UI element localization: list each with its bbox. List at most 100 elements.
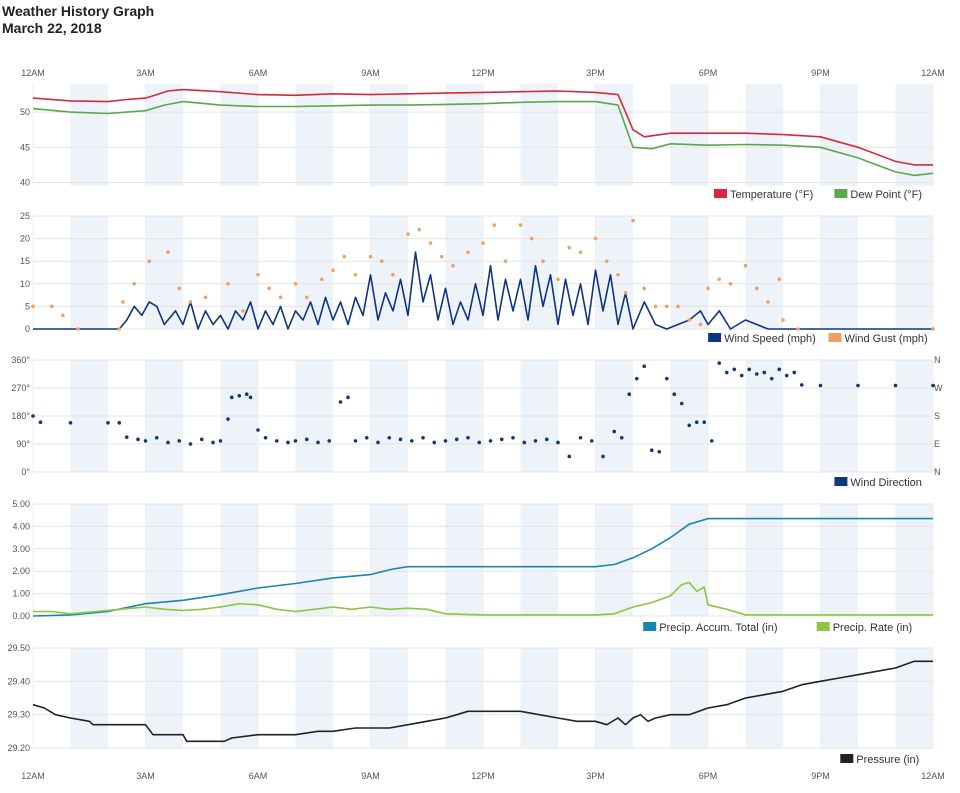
wind-direction-point: [702, 420, 707, 425]
hour-band: [820, 648, 858, 748]
y-tick-label: 29.20: [7, 743, 30, 753]
hour-band: [745, 648, 783, 748]
hour-band: [895, 216, 933, 329]
hour-band: [220, 84, 258, 186]
wind-direction-point: [409, 439, 414, 443]
wind-gust-mph-point: [796, 327, 800, 331]
y-tick-label: 4.00: [12, 521, 30, 531]
y-tick-label: 45: [20, 142, 30, 152]
hour-band: [895, 648, 933, 748]
hour-band: [370, 504, 408, 616]
legend-label: Temperature (°F): [730, 189, 813, 201]
wind-gust-mph-point: [278, 295, 283, 300]
wind-gust-mph-point: [766, 300, 770, 304]
y-right-tick-label: W: [934, 383, 943, 393]
wind-gust-mph-point: [698, 322, 703, 327]
wind-gust-mph-point: [428, 241, 433, 245]
wind-gust-mph-point: [241, 309, 245, 313]
wind-direction-point: [274, 439, 279, 443]
wind-direction-point: [747, 367, 752, 372]
y-tick-label: 5: [25, 301, 30, 311]
hour-band: [145, 84, 183, 186]
hour-band: [145, 216, 183, 329]
wind-gust-mph-point: [717, 277, 722, 282]
wind-direction-point: [762, 370, 767, 375]
wind-gust-mph-point: [623, 291, 628, 295]
wind-gust-mph-point: [466, 250, 470, 254]
legend-label: Precip. Accum. Total (in): [659, 622, 777, 634]
hour-band: [70, 84, 108, 186]
y-tick-label: 1.00: [12, 589, 30, 599]
legend-swatch: [834, 477, 848, 486]
wind-gust-mph-point: [556, 277, 560, 282]
wind-direction-point: [124, 435, 129, 439]
hour-band: [445, 84, 483, 186]
wind-direction-point: [511, 435, 515, 440]
y-tick-label: 29.30: [7, 710, 30, 720]
wind-direction-point: [364, 435, 369, 440]
x-tick-label-top: 6AM: [249, 68, 268, 78]
wind-gust-mph-point: [293, 282, 298, 286]
wind-direction-point: [211, 440, 215, 445]
x-tick-label-top: 9PM: [811, 68, 830, 78]
hour-band: [70, 216, 108, 329]
wind-gust-mph-point: [593, 236, 598, 241]
hour-band: [445, 504, 483, 616]
wind-direction-point: [724, 370, 729, 375]
wind-direction-point: [792, 370, 797, 375]
wind-gust-mph-point: [319, 277, 324, 282]
x-tick-label-bottom: 12AM: [21, 771, 45, 781]
y-tick-label: 3.00: [12, 544, 30, 554]
wind-direction-point: [237, 393, 242, 398]
wind-direction-point: [694, 420, 699, 425]
y-right-tick-label: N: [934, 355, 941, 365]
hour-band: [670, 84, 708, 186]
x-tick-label-bottom: 6AM: [249, 771, 268, 781]
x-tick-label-top: 6PM: [699, 68, 718, 78]
wind-gust-mph-point: [166, 250, 170, 254]
hour-band: [670, 504, 708, 616]
dew-point-f-line: [32, 100, 934, 177]
wind-direction-point: [256, 428, 260, 432]
precip-accum-total-in-line: [32, 517, 933, 617]
wind-direction-point: [634, 376, 639, 381]
wind-direction-point: [589, 439, 594, 443]
wind-gust-mph-point: [642, 286, 647, 291]
wind-direction-point: [338, 400, 343, 404]
hour-band: [670, 648, 708, 748]
y-tick-label: 0: [25, 324, 30, 334]
wind-gust-mph-point: [177, 286, 182, 291]
x-tick-label-bottom: 3PM: [586, 771, 605, 781]
legend-label: Wind Direction: [850, 477, 922, 489]
y-tick-label: 29.50: [7, 643, 30, 653]
chart-panel-2: 0 5 10 15 20 25 Wind Gust (mph) Wind Speed (mph…: [20, 211, 935, 345]
x-tick-label-bottom: 9PM: [811, 771, 830, 781]
wind-direction-point: [263, 435, 268, 440]
wind-gust-mph-point: [267, 286, 272, 291]
wind-direction-point: [732, 367, 737, 372]
hour-band: [295, 216, 333, 329]
wind-gust-mph-point: [188, 300, 193, 304]
x-tick-label-top: 9AM: [361, 68, 380, 78]
hour-band: [520, 504, 558, 616]
wind-direction-point: [293, 439, 298, 443]
hour-band: [295, 648, 333, 748]
wind-gust-mph-point: [481, 241, 485, 245]
wind-direction-point: [544, 437, 549, 442]
wind-direction-point: [642, 364, 647, 369]
wind-direction-point: [136, 437, 140, 442]
wind-direction-point: [304, 437, 309, 442]
chart-panel-3: 0° N 90° E 180° S 270° W 360° N Wind Direction: [11, 355, 943, 489]
wind-direction-point: [199, 437, 204, 442]
wind-gust-mph-point: [728, 282, 733, 286]
wind-direction-point: [619, 435, 624, 440]
y-right-tick-label: E: [934, 439, 940, 449]
x-tick-label-top: 3AM: [136, 68, 155, 78]
wind-direction-point: [893, 383, 898, 388]
wind-direction-point: [627, 392, 632, 397]
wind-direction-point: [672, 392, 677, 397]
x-tick-label-bottom: 6PM: [699, 771, 718, 781]
wind-gust-mph-point: [353, 272, 358, 277]
wind-direction-point: [601, 454, 605, 459]
wind-direction-point: [578, 435, 583, 440]
